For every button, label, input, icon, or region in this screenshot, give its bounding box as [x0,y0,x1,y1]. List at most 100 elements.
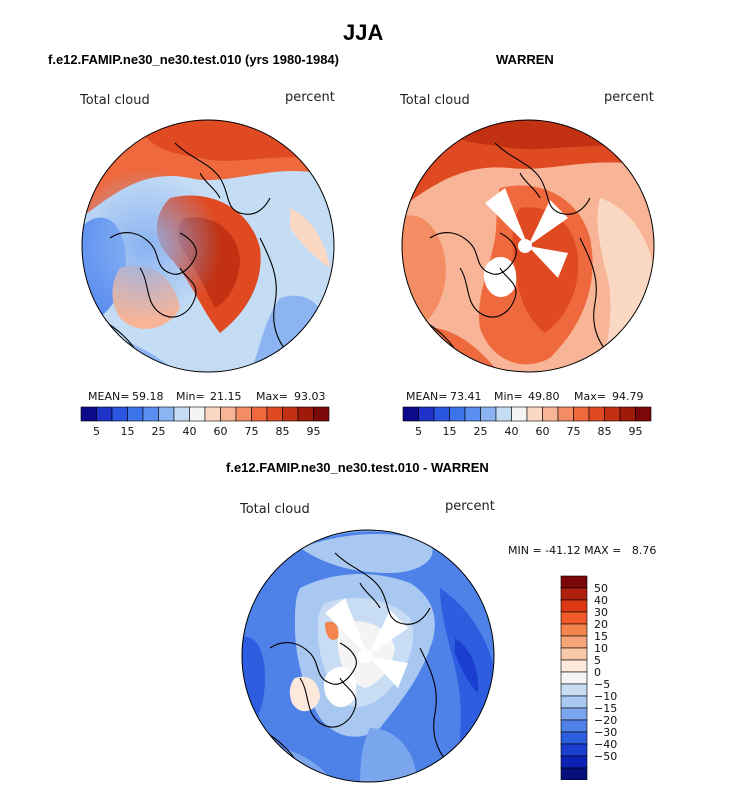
colorbar-tick-label: 40 [183,425,197,438]
colorbar-tick-label: 15 [121,425,135,438]
colorbar-tick-label: 40 [505,425,519,438]
colorbar-tick-label: −5 [594,678,610,691]
colorbar-swatch [560,659,588,673]
colorbar-swatch [251,406,268,422]
colorbar-swatch [111,406,128,422]
colorbar-swatch [560,575,588,589]
colorbar-tick-label: 15 [594,630,608,643]
colorbar-swatch [297,406,314,422]
right-panel-title: WARREN [496,52,554,67]
colorbar-swatch [173,406,190,422]
colorbar-swatch [573,406,590,422]
colorbar-tick-label: 5 [93,425,100,438]
colorbar-swatch [158,406,175,422]
colorbar-swatch [313,406,330,422]
colorbar-tick-label: 95 [629,425,643,438]
colorbar-swatch [560,707,588,721]
colorbar-swatch [560,647,588,661]
colorbar-tick-label: 75 [245,425,259,438]
colorbar-tick-label: −50 [594,750,617,763]
left-max-value: 93.03 [294,390,326,403]
right-variable-label: Total cloud [400,93,470,108]
colorbar-swatch [433,406,450,422]
colorbar-swatch [560,671,588,685]
colorbar-swatch [204,406,221,422]
colorbar-tick-label: 60 [536,425,550,438]
colorbar-tick-label: 15 [443,425,457,438]
colorbar-swatch [526,406,543,422]
colorbar-tick-label: 85 [276,425,290,438]
colorbar-tick-label: −20 [594,714,617,727]
colorbar-tick-label: 40 [594,594,608,607]
colorbar-swatch [542,406,559,422]
colorbar-swatch [557,406,574,422]
colorbar-swatch [80,406,97,422]
left-colorbar: 5 15 25 40 60 75 85 95 [80,406,330,438]
colorbar-swatch [266,406,283,422]
colorbar-tick-label: −30 [594,726,617,739]
colorbar-swatch [511,406,528,422]
right-mean-value: 73.41 [450,390,482,403]
colorbar-tick-label: 5 [594,654,601,667]
right-max-label: Max= [574,390,606,403]
left-mean-label: MEAN= [88,390,130,403]
right-max-value: 94.79 [612,390,644,403]
colorbar-swatch [189,406,206,422]
colorbar-tick-label: 60 [214,425,228,438]
colorbar-swatch [560,743,588,757]
colorbar-swatch [402,406,419,422]
right-units-label: percent [604,90,654,105]
left-mean-value: 59.18 [132,390,164,403]
right-min-label: Min= [494,390,523,403]
colorbar-swatch [560,767,588,780]
colorbar-swatch [560,719,588,733]
colorbar-swatch [220,406,237,422]
colorbar-swatch [142,406,159,422]
colorbar-swatch [464,406,481,422]
colorbar-tick-label: 0 [594,666,601,679]
colorbar-swatch [635,406,652,422]
colorbar-swatch [604,406,621,422]
right-min-value: 49.80 [528,390,560,403]
colorbar-swatch [560,611,588,625]
colorbar-tick-label: 95 [307,425,321,438]
colorbar-tick-label: 75 [567,425,581,438]
colorbar-tick-label: 25 [474,425,488,438]
right-colorbar: 5 15 25 40 60 75 85 95 [402,406,652,438]
diff-variable-label: Total cloud [240,502,310,517]
colorbar-tick-label: 30 [594,606,608,619]
left-panel-title: f.e12.FAMIP.ne30_ne30.test.010 (yrs 1980… [48,52,339,67]
colorbar-swatch [127,406,144,422]
colorbar-tick-label: −10 [594,690,617,703]
colorbar-swatch [495,406,512,422]
colorbar-swatch [96,406,113,422]
colorbar-swatch [560,623,588,637]
colorbar-swatch [560,635,588,649]
colorbar-swatch [560,683,588,697]
colorbar-tick-label: 5 [415,425,422,438]
colorbar-swatch [418,406,435,422]
colorbar-tick-label: 20 [594,618,608,631]
colorbar-swatch [235,406,252,422]
right-polar-map [401,119,655,373]
left-polar-map [81,119,335,373]
colorbar-tick-label: −40 [594,738,617,751]
colorbar-tick-label: −15 [594,702,617,715]
left-variable-label: Total cloud [80,93,150,108]
diff-minmax-text: MIN = -41.12 MAX = 8.76 [508,544,657,557]
colorbar-tick-label: 10 [594,642,608,655]
colorbar-swatch [480,406,497,422]
left-max-label: Max= [256,390,288,403]
colorbar-tick-label: 50 [594,582,608,595]
left-min-value: 21.15 [210,390,242,403]
colorbar-swatch [560,587,588,601]
colorbar-swatch [588,406,605,422]
colorbar-swatch [560,599,588,613]
colorbar-swatch [560,755,588,769]
right-mean-label: MEAN= [406,390,448,403]
colorbar-swatch [449,406,466,422]
colorbar-swatch [619,406,636,422]
main-title: JJA [343,20,384,45]
colorbar-swatch [560,695,588,709]
